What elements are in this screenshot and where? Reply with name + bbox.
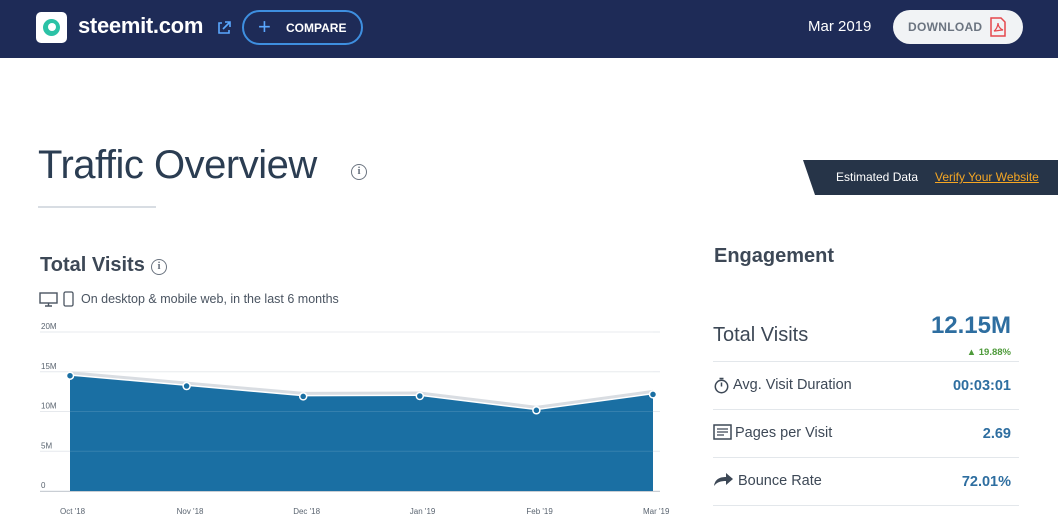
x-tick-label: Nov '18 — [177, 507, 204, 516]
engagement-duration-row: Avg. Visit Duration 00:03:01 — [713, 362, 1019, 410]
title-underline — [38, 206, 156, 208]
series-shadow-line — [69, 371, 654, 409]
pages-per-visit-label: Pages per Visit — [735, 425, 833, 441]
total-visits-value: 12.15M — [930, 312, 1011, 339]
data-point — [182, 381, 191, 391]
engagement-title: Engagement — [714, 245, 835, 267]
total-visits-chart: 0 5M 10M 15M 20M Oct '18 Nov '18 Dec '18 Jan '19… — [40, 322, 670, 516]
top-bar: steemit.com + COMPARE Mar 2019 DOWNLOAD — [0, 0, 1058, 58]
estimated-data-banner: Estimated Data Verify Your Website — [803, 160, 1058, 195]
engagement-bounce-row: Bounce Rate 72.01% — [713, 458, 1019, 506]
y-tick-label: 0 — [41, 481, 46, 490]
pages-icon — [713, 424, 732, 440]
bounce-arrow-icon — [714, 473, 733, 486]
x-tick-label: Dec '18 — [293, 507, 320, 516]
desktop-icon — [39, 292, 58, 307]
plus-icon: + — [258, 14, 271, 39]
data-point — [415, 391, 425, 401]
y-tick-label: 5M — [41, 441, 52, 450]
site-name[interactable]: steemit.com — [78, 13, 204, 38]
info-icon[interactable] — [351, 164, 367, 180]
x-tick-label: Oct '18 — [60, 507, 86, 516]
date-selector[interactable]: Mar 2019 — [808, 18, 872, 35]
series-area — [70, 375, 653, 491]
download-label: DOWNLOAD — [908, 20, 983, 34]
data-point — [65, 371, 75, 380]
avg-visit-duration-label: Avg. Visit Duration — [733, 377, 852, 393]
total-visits-title: Total Visits — [40, 254, 145, 276]
total-visits-change: ▲ 19.88% — [967, 347, 1011, 358]
mobile-icon — [63, 291, 74, 307]
y-tick-label: 15M — [41, 362, 57, 371]
x-tick-label: Mar '19 — [643, 507, 670, 516]
bounce-rate-value: 72.01% — [961, 474, 1011, 490]
x-tick-label: Jan '19 — [410, 507, 436, 516]
total-visits-change-value: 19.88% — [978, 347, 1011, 358]
x-tick-label: Feb '19 — [526, 507, 553, 516]
data-point — [298, 392, 308, 401]
info-icon[interactable] — [151, 259, 167, 275]
compare-button[interactable]: + COMPARE — [242, 10, 363, 45]
up-arrow-icon: ▲ — [966, 347, 979, 358]
steemit-logo-icon — [36, 12, 67, 43]
y-tick-label: 20M — [41, 322, 57, 331]
engagement-pages-row: Pages per Visit 2.69 — [713, 410, 1019, 458]
estimated-data-label: Estimated Data — [836, 170, 919, 184]
external-link-icon[interactable] — [216, 20, 232, 36]
bounce-rate-label: Bounce Rate — [738, 473, 822, 489]
data-point — [648, 390, 658, 399]
pdf-icon — [990, 17, 1006, 37]
stopwatch-icon — [714, 377, 729, 394]
compare-label: COMPARE — [286, 21, 347, 35]
verify-website-link[interactable]: Verify Your Website — [935, 170, 1039, 184]
device-note-text: On desktop & mobile web, in the last 6 m… — [81, 292, 339, 306]
engagement-total-visits-row: Total Visits 12.15M ▲ 19.88% — [713, 306, 1019, 362]
avg-visit-duration-value: 00:03:01 — [952, 378, 1011, 394]
download-button[interactable]: DOWNLOAD — [893, 10, 1023, 44]
y-tick-label: 10M — [41, 402, 57, 411]
total-visits-label: Total Visits — [713, 324, 809, 346]
data-point — [532, 406, 541, 415]
page-title: Traffic Overview — [38, 143, 317, 187]
pages-per-visit-value: 2.69 — [982, 426, 1011, 442]
